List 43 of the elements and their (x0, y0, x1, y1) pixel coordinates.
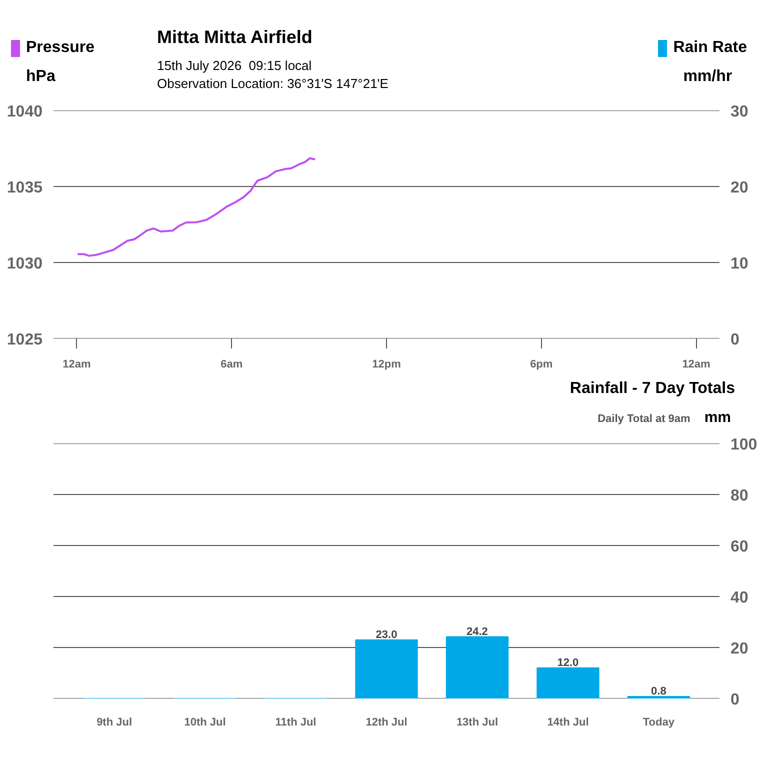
y-axis-title: hPa (26, 66, 56, 87)
x-tick-label: 6am (220, 358, 243, 370)
x-tick-label: 12am (682, 358, 711, 370)
y-tick-label: 1025 (6, 332, 43, 348)
bar (446, 636, 509, 698)
x-tick-label: 11th Jul (275, 716, 316, 728)
x-tick-label: Today (642, 716, 676, 728)
bar (355, 639, 418, 698)
bar (536, 667, 600, 698)
data-label: 12.0 (557, 656, 579, 669)
y-tick-label: 40 (730, 590, 748, 606)
data-label: 23.0 (376, 628, 398, 641)
y2-tick-label: 10 (730, 256, 748, 272)
text: Observation Location: 36°31'S 147°21'E (157, 75, 388, 94)
y-tick-label: 0 (730, 692, 740, 708)
bar (627, 696, 690, 698)
data-label: 0.8 (651, 685, 666, 698)
y2-tick-label: 30 (730, 104, 748, 120)
data-label: 24.2 (466, 626, 488, 638)
line-series (76, 157, 316, 257)
y-tick-label: 80 (730, 488, 748, 504)
x-tick-label: 12pm (372, 358, 402, 370)
y-tick-label: 100 (730, 436, 758, 454)
x-tick-label: 9th Jul (96, 716, 132, 728)
x-tick-label: 12am (62, 358, 92, 370)
y-tick-label: 20 (730, 640, 748, 658)
y-tick-label: 1035 (6, 180, 43, 196)
x-tick-label: 10th Jul (184, 716, 226, 728)
legend-label: Pressure (25, 38, 94, 58)
chart-subtitle: 15th July 2026 09:15 local (157, 56, 313, 75)
x-tick-label: 14th Jul (547, 716, 589, 728)
x-tick-label: 12th Jul (366, 716, 408, 728)
y-tick-label: 1030 (6, 256, 43, 272)
chart-subtitle: Daily Total at 9am (598, 412, 690, 425)
x-tick-label: 13th Jul (456, 716, 498, 728)
y-axis-title: mm (704, 408, 731, 426)
legend-label: Rain Rate (672, 38, 747, 58)
chart-title: Mitta Mitta Airfield (157, 26, 314, 49)
y-tick-label: 1040 (6, 104, 43, 120)
y2-axis-title: mm/hr (683, 66, 734, 87)
chart-title: Rainfall - 7 Day Totals (568, 379, 735, 399)
x-tick-label: 6pm (530, 358, 553, 370)
y-tick-label: 60 (730, 538, 748, 556)
